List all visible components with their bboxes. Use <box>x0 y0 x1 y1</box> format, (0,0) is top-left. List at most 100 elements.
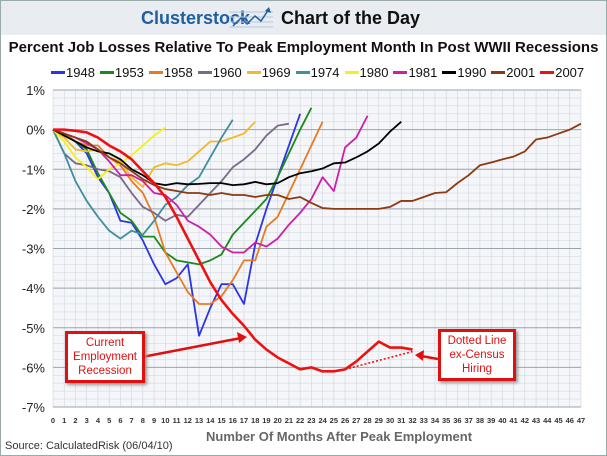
legend-label: 1980 <box>359 65 389 80</box>
legend-item-1948: 1948 <box>51 65 95 80</box>
annotation-arrow-dotted <box>420 354 439 361</box>
x-tick-label: 37 <box>464 416 472 425</box>
x-tick-label: 29 <box>375 416 383 425</box>
y-tick-label: 1% <box>26 83 45 98</box>
x-tick-label: 5 <box>107 416 111 425</box>
brand-logo-text: Clusterstock <box>141 8 251 28</box>
x-tick-label: 16 <box>229 416 237 425</box>
x-tick-label: 38 <box>476 416 484 425</box>
x-tick-label: 8 <box>141 416 145 425</box>
legend-label: 1948 <box>66 65 95 80</box>
x-tick-label: 28 <box>363 416 371 425</box>
x-tick-label: 20 <box>274 416 282 425</box>
legend-label: 1981 <box>408 65 438 80</box>
rising-chart-icon <box>229 7 273 28</box>
x-tick-label: 32 <box>408 416 416 425</box>
series-line-2001 <box>52 122 582 210</box>
x-tick-label: 44 <box>543 416 552 425</box>
series-line-1958 <box>52 121 324 305</box>
x-tick-label: 42 <box>521 416 529 425</box>
y-tick-label: -1% <box>22 162 46 177</box>
x-tick-label: 41 <box>509 416 517 425</box>
x-tick-label: 9 <box>152 416 156 425</box>
annotation-arrow-current <box>136 336 242 360</box>
x-tick-label: 31 <box>397 416 405 425</box>
y-tick-label: -6% <box>22 360 46 375</box>
legend-item-1981: 1981 <box>393 65 437 80</box>
x-tick-label: 15 <box>217 416 225 425</box>
series-line-1981 <box>52 115 369 254</box>
x-tick-label: 7 <box>130 416 134 425</box>
legend-label: 1960 <box>212 65 242 80</box>
legend-label: 1958 <box>163 65 193 80</box>
legend-label: 2001 <box>506 65 536 80</box>
x-tick-label: 13 <box>195 416 203 425</box>
y-tick-label: 0% <box>26 123 45 138</box>
legend-swatch <box>442 71 457 74</box>
x-tick-label: 24 <box>318 416 327 425</box>
y-tick-label: -3% <box>22 242 46 257</box>
x-tick-label: 12 <box>184 416 192 425</box>
legend-item-2007: 2007 <box>540 65 584 80</box>
legend-swatch <box>344 71 359 74</box>
legend-swatch <box>491 71 506 74</box>
legend-swatch <box>197 71 212 74</box>
legend-item-1958: 1958 <box>148 65 193 80</box>
x-tick-label: 39 <box>487 416 495 425</box>
x-tick-label: 18 <box>251 416 259 425</box>
arrowhead-icon <box>415 350 424 361</box>
series-line-1960 <box>52 122 290 222</box>
series-line-1980 <box>52 126 166 181</box>
legend-item-1960: 1960 <box>197 65 242 80</box>
x-tick-label: 22 <box>296 416 304 425</box>
x-tick-label: 2 <box>73 416 77 425</box>
legend-swatch <box>99 71 114 74</box>
x-tick-label: 36 <box>453 416 461 425</box>
legend-swatch <box>295 71 310 74</box>
x-tick-label: 1 <box>62 416 66 425</box>
y-tick-label: -4% <box>22 281 46 296</box>
x-tick-label: 11 <box>173 416 181 425</box>
x-tick-label: 26 <box>341 416 349 425</box>
legend: 1948 1953 1958 1960 1969 1974 1980 1981 1990 2001… <box>51 65 584 80</box>
x-tick-label: 14 <box>206 416 215 425</box>
y-tick-label: -2% <box>22 202 46 217</box>
x-tick-label: 34 <box>431 416 440 425</box>
x-tick-label: 40 <box>498 416 506 425</box>
x-tick-label: 3 <box>85 416 89 425</box>
legend-swatch <box>51 71 65 74</box>
chart-title: Percent Job Losses Relative To Peak Empl… <box>8 39 599 56</box>
x-tick-label: 30 <box>386 416 394 425</box>
x-tick-label: 10 <box>161 416 169 425</box>
legend-label: 1974 <box>310 65 340 80</box>
x-tick-label: 27 <box>352 416 360 425</box>
arrowhead-icon <box>237 332 247 343</box>
legend-item-1990: 1990 <box>442 65 486 80</box>
legend-swatch <box>246 71 261 74</box>
legend-item-1974: 1974 <box>295 65 340 80</box>
legend-item-1953: 1953 <box>99 65 144 80</box>
annotation-current-recession: Current Employment Recession <box>65 331 145 383</box>
x-tick-label: 43 <box>532 416 540 425</box>
x-tick-label: 45 <box>554 416 562 425</box>
series-line-1974 <box>52 119 234 240</box>
x-tick-label: 25 <box>330 416 338 425</box>
series-line-1948 <box>52 113 301 337</box>
x-tick-label: 4 <box>96 416 101 425</box>
chart-of-the-day-label: Chart of the Day <box>281 8 421 28</box>
x-tick-label: 35 <box>442 416 450 425</box>
x-tick-label: 47 <box>577 416 585 425</box>
series-line-1990 <box>52 121 402 187</box>
legend-item-1980: 1980 <box>344 65 389 80</box>
x-tick-label: 19 <box>262 416 270 425</box>
legend-swatch <box>148 71 163 74</box>
x-tick-label: 21 <box>285 416 293 425</box>
legend-item-1969: 1969 <box>246 65 291 80</box>
legend-label: 1990 <box>457 65 487 80</box>
legend-swatch <box>393 71 408 74</box>
source-note: Source: CalculatedRisk (06/04/10) <box>5 440 173 452</box>
legend-label: 1953 <box>114 65 144 80</box>
x-tick-label: 6 <box>118 416 122 425</box>
series-line-2007 <box>53 128 413 373</box>
